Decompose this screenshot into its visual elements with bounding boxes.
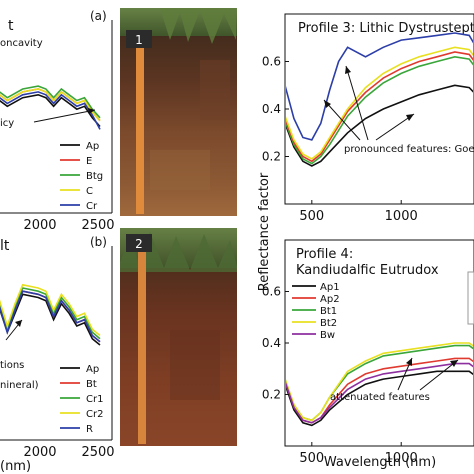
panel-a-legend-label: Cr [86,201,98,212]
panel-b-series-cr2 [0,283,101,337]
panel-a-arrow [33,109,96,123]
profile-3-series-green [286,55,473,165]
measuring-tape [136,36,144,214]
inset-box-edge [467,271,474,325]
profile-3-series-black [286,84,473,167]
panel-a-plot [0,85,101,130]
soil-profile-photo-1: 1 [120,8,237,216]
profile-4-ytick-label: 0.2 [262,388,281,402]
profile-4-xlabel: Wavelength (nm) [324,455,436,470]
measuring-tape-2 [138,248,146,444]
profile-number-1: 1 [135,33,143,47]
profile-4-ticks: 500100015000.20.40.6 [262,285,418,467]
profile-4-series-ap2 [286,357,473,424]
panel-a-legend: Ap E Btg C Cr [60,141,103,212]
profile-4-subtitle: Kandiudalfic Eutrudox [296,263,439,278]
profile-4-ytick-label: 0.4 [262,336,281,350]
profile-4-series-bt2 [286,342,473,422]
profile-4-chart: Profile 4: Kandiudalfic Eutrudox 500 1000… [262,239,474,470]
panel-a-series-btg [0,85,101,119]
profile-3-ytick-label: 0.2 [262,150,281,164]
panel-a: t oncavity (a) icy Ap E Btg C Cr 2000 2500 [0,9,115,233]
profile-4-legend-label: Bt1 [320,306,337,317]
profile-3-ticks: 500100015000.20.40.6 [262,55,418,225]
panel-b-xtick-2000: 2000 [23,445,56,460]
panel-a-series-ap [0,93,101,128]
profile-3-xtick-label: 1000 [385,209,418,224]
profile-4-legend-label: Bw [320,330,335,341]
panel-b-xtick-2500: 2500 [81,445,114,460]
profile-4-arrow-2 [419,359,459,391]
profile-number-plate-2 [126,234,152,252]
panel-a-label: (a) [90,9,107,23]
profile-3-arrow-1 [323,99,361,141]
panel-b-arrowhead [15,320,22,327]
panel-b-series-ap [0,293,101,346]
panel-b-series-cr1 [0,287,101,340]
panel-b-plot [0,283,101,346]
profile-3-ytick-label: 0.6 [262,55,281,69]
panel-a-annotation: oncavity [0,38,43,49]
panel-b-annotation: tions [0,360,24,371]
profile-3-arrowhead-3 [345,66,351,74]
profile-4-legend-label: Ap1 [320,282,340,293]
profile-number-plate-1 [126,30,152,48]
panel-b: lt (b) tions nineral) Ap Bt Cr1 Cr2 R 2000 2… [0,235,115,474]
profile-4-annotation: attenuated features [330,392,430,403]
profile-4-arrowhead-2 [450,360,458,367]
panel-b-legend-label: Cr2 [86,409,103,420]
profile-3-arrow-3 [345,65,369,141]
profile-4-xtick-label: 1000 [385,451,418,466]
panel-b-label: (b) [90,235,107,249]
profile-3-xtick-label: 500 [299,209,324,224]
panel-a-title-fragment: t [8,18,14,34]
profile-4-title: Profile 4: [296,247,353,262]
profile-3-plot [286,32,473,167]
profile-4-ytick-label: 0.6 [262,285,281,299]
reflectance-y-label: Reflectance factor [257,172,272,291]
profile-3-ytick-label: 0.4 [262,102,281,116]
panel-a-annotation2: icy [0,118,14,129]
panel-b-legend-label: Bt [86,379,97,390]
profile-3-chart: Profile 3: Lithic Dystrustept 5001000150… [262,13,474,225]
soil-profile-photo-2: 2 [120,228,237,446]
panel-a-series-c [0,88,101,122]
panel-b-legend-label: Cr1 [86,394,103,405]
panel-b-annotation2: nineral) [0,380,39,391]
profile-4-xtick-label: 500 [299,451,324,466]
panel-b-title-fragment: lt [0,238,10,254]
profile-3-series-red [286,51,473,163]
panel-a-xtick-2000: 2000 [23,218,56,233]
profile-3-arrow-2 [375,113,415,141]
profile-4-plot [286,342,473,427]
profile-4-legend-label: Bt2 [320,318,337,329]
profile-3-series-blue [286,32,473,141]
profile-3-arrowhead-2 [406,114,414,121]
panel-a-legend-label: Btg [86,171,103,182]
panel-a-legend-label: C [86,186,93,197]
profile-number-2: 2 [135,237,143,251]
profile-3-series-yellow [286,46,473,160]
panel-b-legend-label: R [86,424,93,435]
panel-a-series-cr [0,91,101,130]
profile-3-title: Profile 3: Lithic Dystrustept [298,21,474,36]
panel-a-legend-label: Ap [86,141,99,152]
profile-3-arrowhead-1 [324,100,331,108]
panel-a-xtick-2500: 2500 [81,218,114,233]
panel-b-series-r [0,290,101,343]
panel-a-arrowhead [88,108,95,114]
profile-4-arrowhead-1 [406,358,412,366]
panel-b-legend: Ap Bt Cr1 Cr2 R [60,364,103,435]
profile-4-series-ap1 [286,370,473,427]
profile-3-frame [284,13,474,205]
panel-b-xlabel: (nm) [0,459,31,474]
profile-3-annotation: pronounced features: Goeth [344,144,474,155]
profile-4-series-bw [286,362,473,424]
profile-4-legend-label: Ap2 [320,294,340,305]
panel-b-legend-label: Ap [86,364,99,375]
panel-a-legend-label: E [86,156,92,167]
